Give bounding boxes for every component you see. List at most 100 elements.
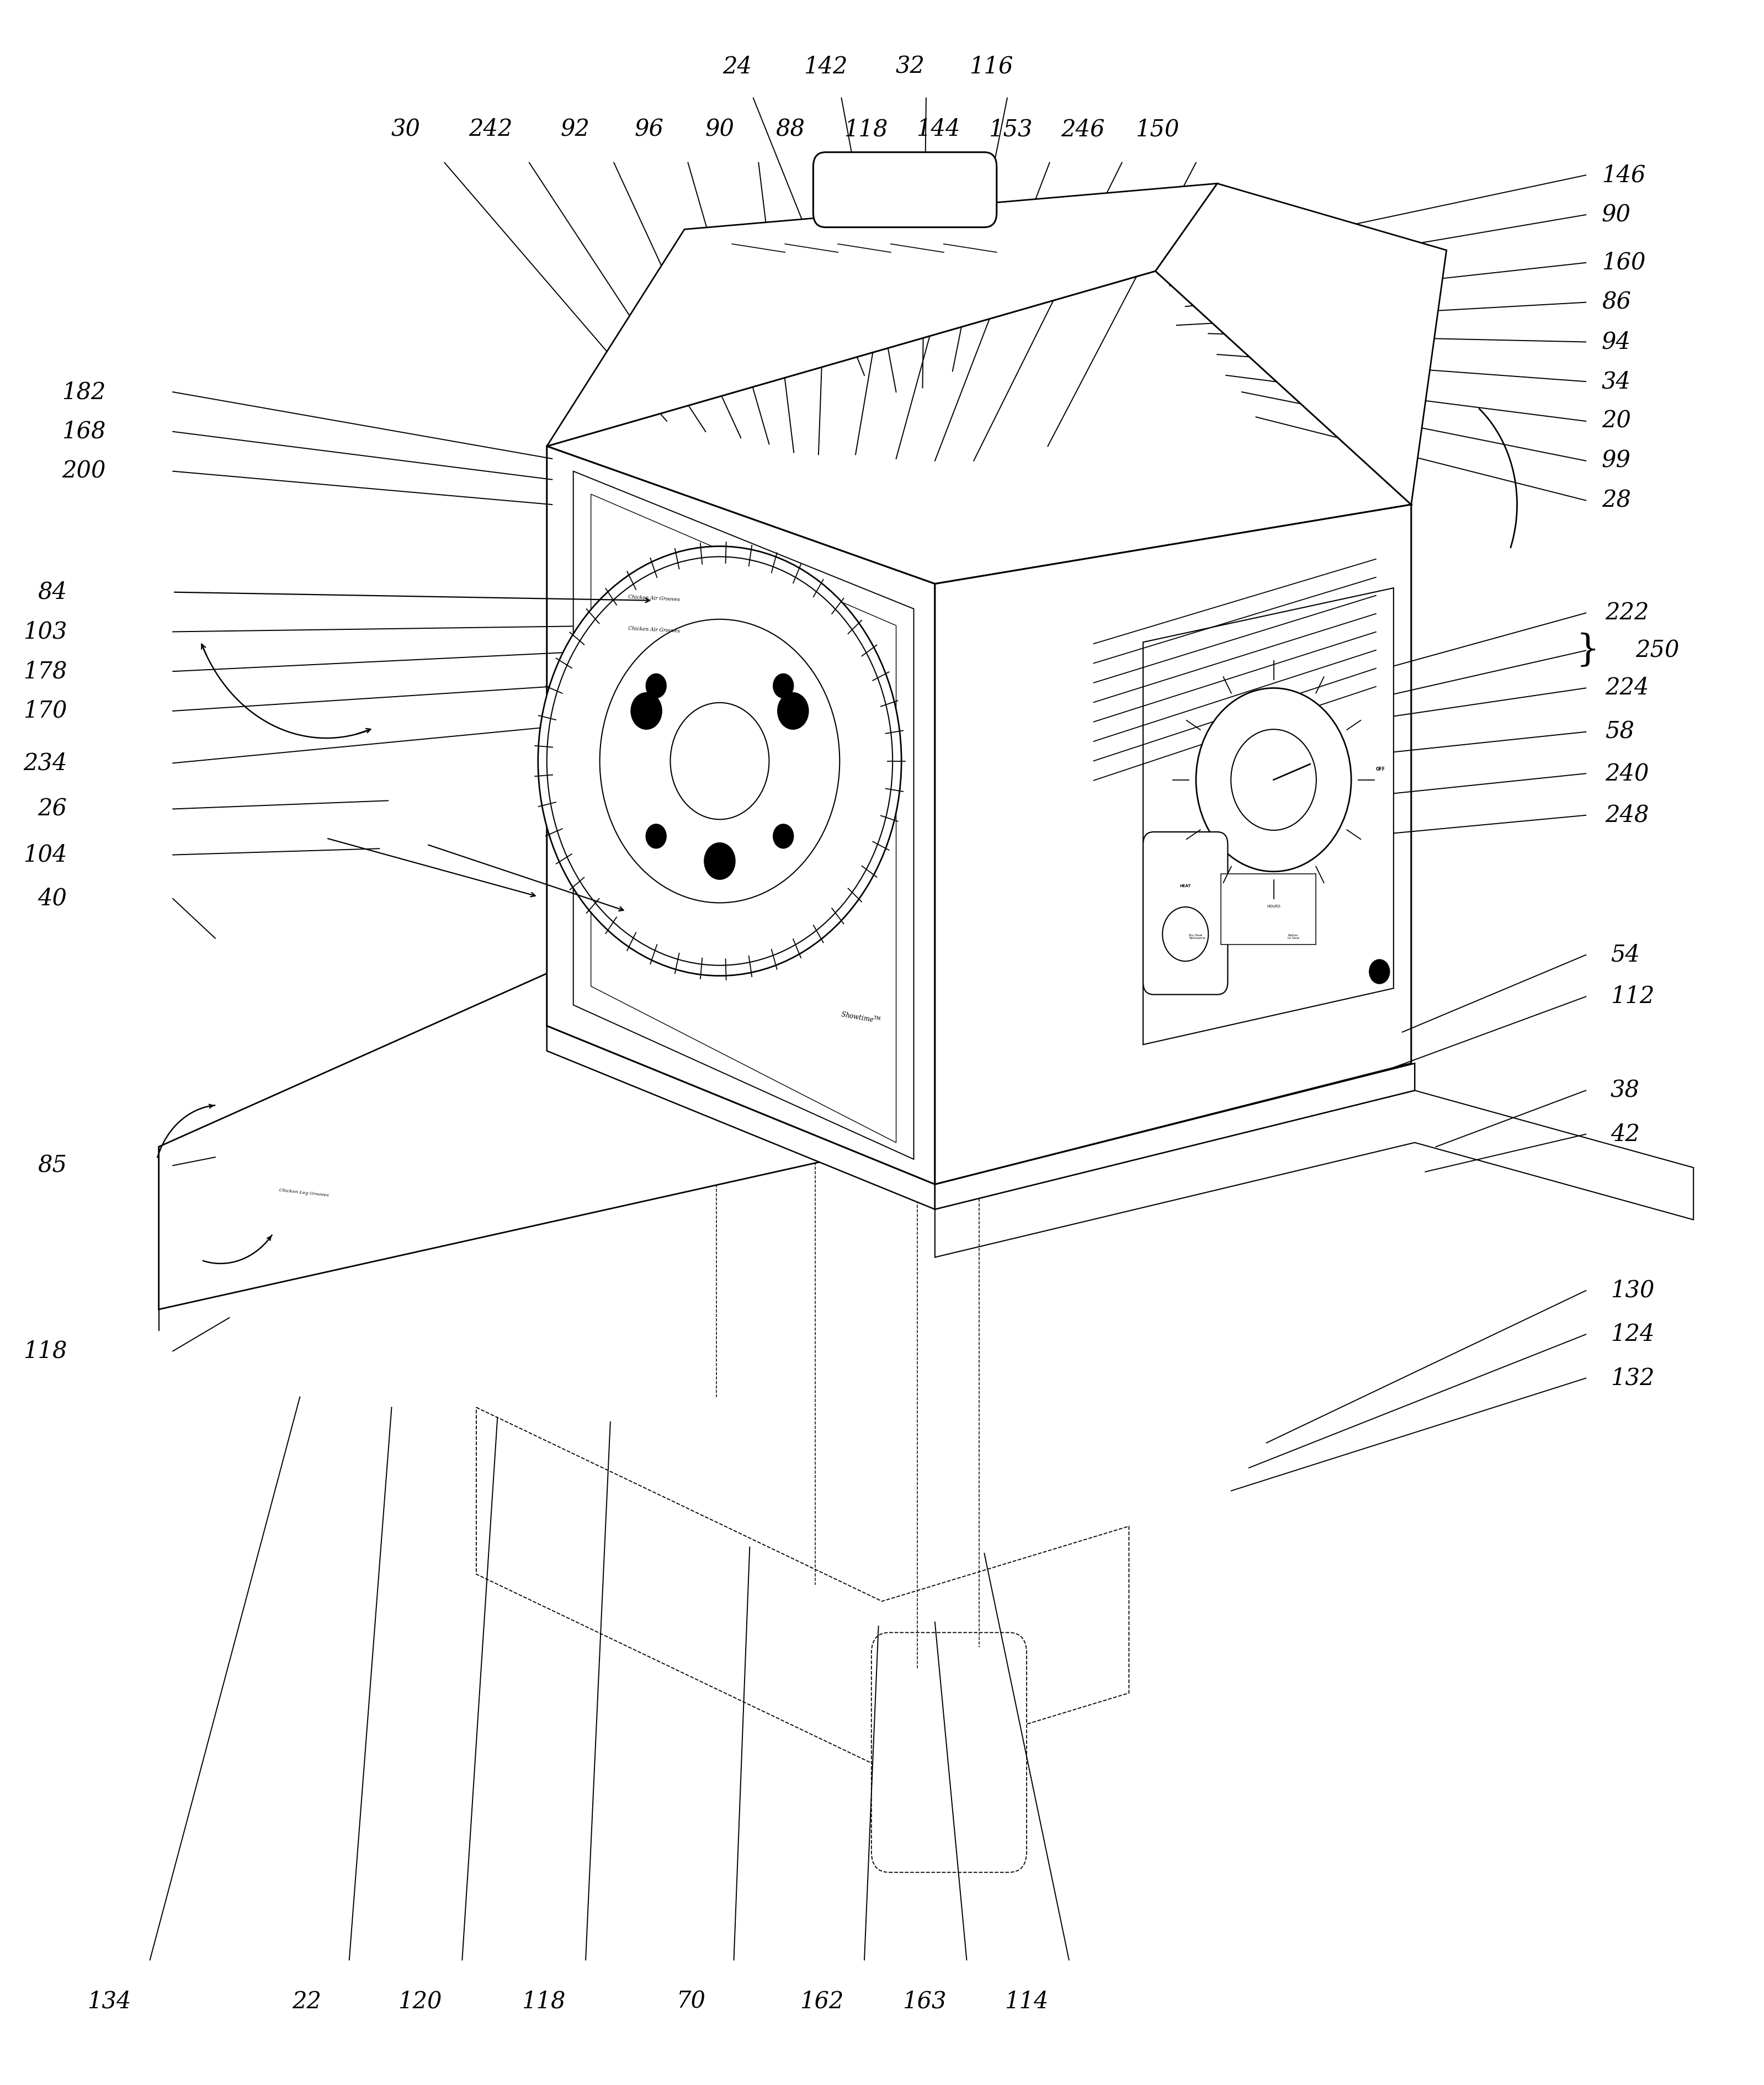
Polygon shape bbox=[935, 1063, 1415, 1209]
Text: 103: 103 bbox=[23, 619, 67, 644]
Text: 224: 224 bbox=[1605, 676, 1649, 701]
Text: 40: 40 bbox=[37, 886, 67, 911]
Text: 248: 248 bbox=[1605, 803, 1649, 828]
Text: 90: 90 bbox=[706, 117, 734, 142]
Text: 20: 20 bbox=[1602, 409, 1632, 434]
Polygon shape bbox=[1143, 588, 1394, 1045]
Text: HOURS: HOURS bbox=[1267, 905, 1281, 909]
Text: 54: 54 bbox=[1611, 942, 1641, 967]
Text: 146: 146 bbox=[1602, 163, 1646, 188]
Text: 99: 99 bbox=[1602, 448, 1632, 473]
FancyBboxPatch shape bbox=[1221, 874, 1316, 945]
Text: 170: 170 bbox=[23, 698, 67, 723]
Text: 120: 120 bbox=[399, 1989, 441, 2014]
Text: 92: 92 bbox=[561, 117, 589, 142]
Text: 124: 124 bbox=[1611, 1322, 1655, 1347]
Text: 32: 32 bbox=[896, 54, 924, 79]
Text: 150: 150 bbox=[1136, 117, 1178, 142]
Text: HEAT: HEAT bbox=[1180, 884, 1191, 888]
Text: 70: 70 bbox=[677, 1989, 706, 2014]
Circle shape bbox=[646, 824, 667, 849]
Text: 222: 222 bbox=[1605, 600, 1649, 626]
Polygon shape bbox=[573, 471, 914, 1159]
Text: 85: 85 bbox=[37, 1153, 67, 1178]
Text: 182: 182 bbox=[62, 379, 106, 404]
Polygon shape bbox=[573, 922, 1147, 1159]
Circle shape bbox=[773, 673, 794, 698]
Text: 142: 142 bbox=[804, 54, 847, 79]
Circle shape bbox=[670, 703, 769, 819]
Text: 112: 112 bbox=[1611, 984, 1655, 1009]
Text: Showtime$^{\rm TM}$: Showtime$^{\rm TM}$ bbox=[840, 1009, 882, 1026]
Text: 30: 30 bbox=[392, 117, 420, 142]
Text: 84: 84 bbox=[37, 580, 67, 605]
Polygon shape bbox=[547, 183, 1217, 446]
Text: 162: 162 bbox=[801, 1989, 843, 2014]
FancyBboxPatch shape bbox=[1143, 832, 1228, 995]
Text: 118: 118 bbox=[522, 1989, 564, 2014]
Text: 250: 250 bbox=[1635, 638, 1679, 663]
Circle shape bbox=[1369, 959, 1390, 984]
Text: 134: 134 bbox=[88, 1989, 131, 2014]
Circle shape bbox=[646, 673, 667, 698]
Text: 118: 118 bbox=[845, 117, 887, 142]
Circle shape bbox=[1231, 730, 1316, 830]
Circle shape bbox=[778, 692, 810, 730]
Polygon shape bbox=[935, 1090, 1693, 1257]
Polygon shape bbox=[547, 1026, 935, 1209]
Text: 178: 178 bbox=[23, 659, 67, 684]
FancyBboxPatch shape bbox=[813, 152, 997, 227]
FancyBboxPatch shape bbox=[871, 1633, 1027, 1872]
Text: 28: 28 bbox=[1602, 488, 1632, 513]
Text: 38: 38 bbox=[1611, 1078, 1641, 1103]
Text: 24: 24 bbox=[723, 54, 751, 79]
Text: 104: 104 bbox=[23, 842, 67, 867]
Text: Chicken Air Grooves: Chicken Air Grooves bbox=[628, 626, 679, 634]
Text: 90: 90 bbox=[1602, 202, 1632, 227]
Text: 34: 34 bbox=[1602, 369, 1632, 394]
Text: 58: 58 bbox=[1605, 719, 1635, 744]
Text: 26: 26 bbox=[37, 796, 67, 821]
Text: 144: 144 bbox=[917, 117, 960, 142]
Text: No Heat
Rotisserie: No Heat Rotisserie bbox=[1189, 934, 1205, 940]
Text: OFF: OFF bbox=[1376, 767, 1385, 771]
Text: Chicken Air Grooves: Chicken Air Grooves bbox=[628, 594, 679, 603]
Text: Rotiss
to Sear: Rotiss to Sear bbox=[1288, 934, 1300, 940]
Polygon shape bbox=[159, 970, 935, 1309]
Text: 42: 42 bbox=[1611, 1122, 1641, 1147]
Text: 168: 168 bbox=[62, 419, 106, 444]
Text: 116: 116 bbox=[970, 54, 1013, 79]
Text: 240: 240 bbox=[1605, 761, 1649, 786]
Polygon shape bbox=[476, 1407, 1129, 1768]
Text: 200: 200 bbox=[62, 459, 106, 484]
Circle shape bbox=[538, 546, 901, 976]
Text: 118: 118 bbox=[23, 1339, 67, 1364]
Polygon shape bbox=[935, 505, 1411, 1184]
Text: 246: 246 bbox=[1062, 117, 1104, 142]
Text: Chicken Leg Grooves: Chicken Leg Grooves bbox=[279, 1188, 328, 1197]
Circle shape bbox=[630, 692, 662, 730]
Text: 86: 86 bbox=[1602, 290, 1632, 315]
Polygon shape bbox=[168, 974, 949, 1193]
Polygon shape bbox=[1155, 183, 1446, 505]
Circle shape bbox=[704, 842, 736, 880]
Text: 96: 96 bbox=[635, 117, 663, 142]
Circle shape bbox=[600, 619, 840, 903]
Text: 234: 234 bbox=[23, 751, 67, 776]
Text: 242: 242 bbox=[469, 117, 512, 142]
Circle shape bbox=[1196, 688, 1351, 872]
Text: 94: 94 bbox=[1602, 329, 1632, 354]
Text: }: } bbox=[1575, 632, 1600, 669]
Polygon shape bbox=[547, 271, 1411, 584]
Text: 132: 132 bbox=[1611, 1366, 1655, 1391]
Text: 163: 163 bbox=[903, 1989, 946, 2014]
Text: 88: 88 bbox=[776, 117, 804, 142]
Text: 160: 160 bbox=[1602, 250, 1646, 275]
Text: 22: 22 bbox=[293, 1989, 321, 2014]
Text: 130: 130 bbox=[1611, 1278, 1655, 1303]
Polygon shape bbox=[547, 446, 935, 1184]
Polygon shape bbox=[591, 494, 896, 1143]
Circle shape bbox=[773, 824, 794, 849]
Text: 153: 153 bbox=[990, 117, 1032, 142]
Text: 114: 114 bbox=[1005, 1989, 1048, 2014]
